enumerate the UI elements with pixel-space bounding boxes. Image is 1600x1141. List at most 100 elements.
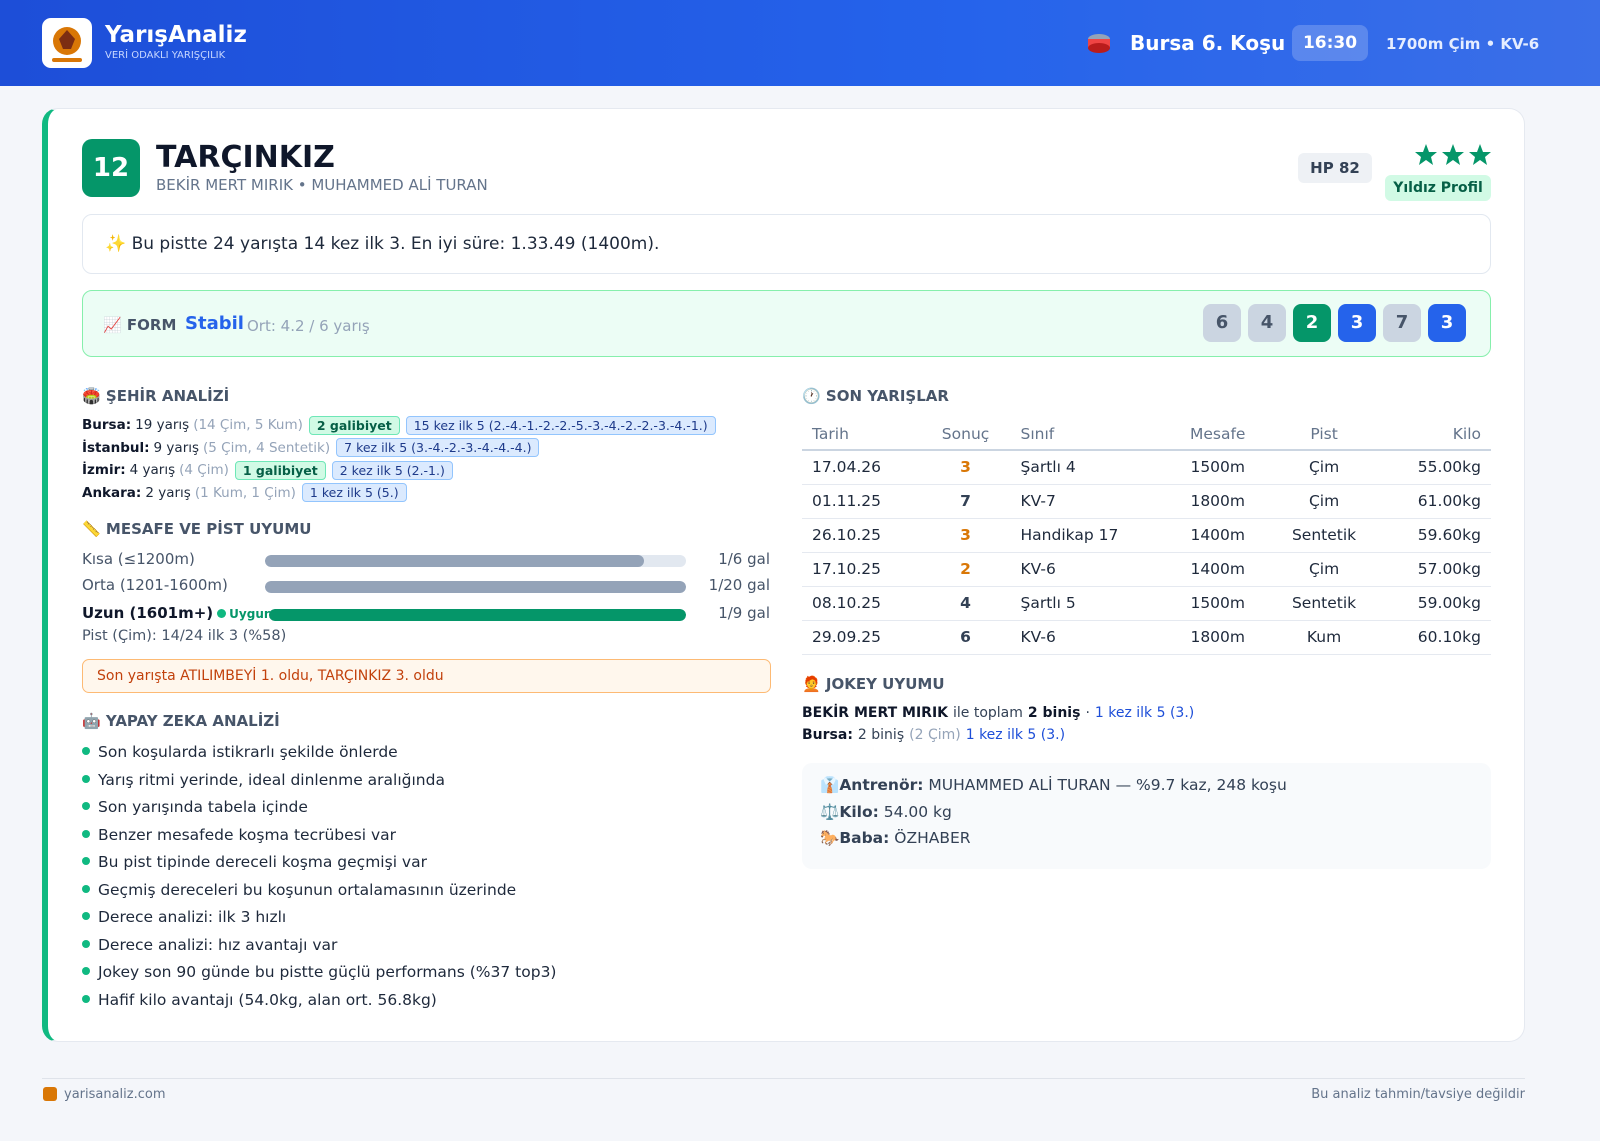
form-result: 6 [1203, 304, 1241, 342]
jockey-line: Bursa: 2 biniş (2 Çim) 1 kez ilk 5 (3.) [802, 727, 1065, 743]
race-cell: Sentetik [1268, 518, 1381, 553]
city-row: Bursa: 19 yarış (14 Çim, 5 Kum) 2 galibiyet… [82, 414, 716, 437]
distance-label-wrap: Uzun (1601m+) Uygun [82, 604, 272, 622]
city-tag: 7 kez ilk 5 (3.-4.-2.-3.-4.-4.-4.) [336, 438, 540, 458]
city-tag: 1 galibiyet [234, 460, 326, 480]
info-value: MUHAMMED ALİ TURAN — %9.7 kaz, 248 koşu [928, 776, 1287, 794]
footer-site: yarisanaliz.com [64, 1087, 166, 1102]
race-cell: Çim [1268, 450, 1381, 485]
ai-item: Son koşularda istikrarlı şekilde önlerde [82, 743, 398, 761]
city-name: İzmir: [82, 462, 126, 479]
form-result: 3 [1428, 304, 1466, 342]
race-cell: 29.09.25 [802, 620, 921, 655]
form-trend: Stabil [185, 313, 244, 334]
section-title: 🤖 YAPAY ZEKA ANALİZİ [82, 712, 280, 730]
race-cell: 59.00kg [1380, 586, 1491, 621]
info-row: ⚖️Kilo: 54.00 kg [820, 803, 1473, 830]
city-row: Ankara: 2 yarış (1 Kum, 1 Çim) 1 kez ilk 5 … [82, 482, 716, 505]
jockey-text: ile toplam [953, 705, 1023, 721]
stars [1415, 144, 1491, 165]
info-icon: ⚖️ [820, 802, 840, 821]
fit-badge: Uygun [217, 607, 272, 621]
race-cell: Kum [1268, 620, 1381, 655]
form-result: 7 [1383, 304, 1421, 342]
race-info: 1700m Çim • KV-6 [1386, 35, 1540, 53]
race-cell: 08.10.25 [802, 586, 921, 621]
race-cell: 55.00kg [1380, 450, 1491, 485]
race-cell: KV-6 [1010, 620, 1168, 655]
race-cell: 7 [920, 484, 1011, 519]
alert: Son yarışta ATILIMBEYİ 1. oldu, TARÇINKI… [82, 659, 771, 693]
race-cell: 1800m [1167, 484, 1268, 519]
info-icon: 👔 [820, 776, 840, 794]
distance-track [265, 555, 686, 567]
tagline: VERİ ODAKLI YARIŞÇILIK [105, 50, 226, 61]
race-cell: 1500m [1167, 586, 1268, 621]
city-tag: 1 kez ilk 5 (5.) [301, 483, 407, 503]
distance-label: Uzun (1601m+) [82, 604, 214, 622]
race-cell: 6 [920, 620, 1011, 655]
distance-track [265, 581, 686, 593]
ai-item: Bu pist tipinde dereceli koşma geçmişi v… [82, 853, 427, 871]
jockey-text: · [1085, 705, 1090, 721]
distance-stat: 1/6 gal [718, 550, 770, 568]
race-cell: 3 [920, 450, 1011, 485]
race-cell: 17.04.26 [802, 450, 921, 485]
connections: BEKİR MERT MIRIK • MUHAMMED ALİ TURAN [156, 176, 488, 194]
race-cell: 1400m [1167, 552, 1268, 587]
city-detail: (1 Kum, 1 Çim) [194, 484, 296, 501]
distance-label: Kısa (≤1200m) [82, 550, 195, 568]
ai-item: Derece analizi: ilk 3 hızlı [82, 908, 286, 926]
race-cell: 1500m [1167, 450, 1268, 485]
distance-stat: 1/9 gal [718, 604, 770, 622]
race-row: 17.04.26 3 Şartlı 4 1500m Çim 55.00kg [802, 450, 1491, 485]
info-label: Baba: [839, 829, 890, 847]
race-cell: 61.00kg [1380, 484, 1491, 519]
footer-logo [43, 1087, 57, 1101]
jockey-text: 2 biniş [1027, 705, 1081, 721]
form-result: 2 [1293, 304, 1331, 342]
race-cell: 57.00kg [1380, 552, 1491, 587]
column-header: Sınıf [1010, 418, 1168, 451]
race-cell: 1400m [1167, 518, 1268, 553]
race-cell: Çim [1268, 484, 1381, 519]
city-tag: 2 kez ilk 5 (2.-1.) [331, 460, 453, 480]
pist-stat: Pist (Çim): 14/24 ilk 3 (%58) [82, 628, 287, 644]
logo [42, 18, 92, 68]
race-cell: KV-7 [1010, 484, 1168, 519]
form-label: 📈 FORM [103, 316, 177, 334]
info-label: Kilo: [839, 802, 879, 821]
city-row: İzmir: 4 yarış (4 Çim) 1 galibiyet 2 kez ilk… [82, 459, 716, 482]
race-row: 29.09.25 6 KV-6 1800m Kum 60.10kg [802, 620, 1491, 655]
column-header: Mesafe [1167, 418, 1268, 451]
race-row: 26.10.25 3 Handikap 17 1400m Sentetik 59.60kg [802, 518, 1491, 553]
form-average: Ort: 4.2 / 6 yarış [247, 317, 370, 335]
section-title: 🧑‍🦰 JOKEY UYUMU [802, 675, 945, 693]
distance-row: Uzun (1601m+) Uygun 1/9 gal [82, 604, 770, 626]
city-detail: (14 Çim, 5 Kum) [193, 417, 303, 434]
race-cell: 60.10kg [1380, 620, 1491, 655]
distance-row: Kısa (≤1200m) 1/6 gal [82, 550, 770, 572]
distance-stat: 1/20 gal [708, 576, 770, 594]
city-name: Ankara: [82, 484, 142, 501]
race-cell: 2 [920, 552, 1011, 587]
profile-badge: Yıldız Profil [1385, 175, 1491, 201]
city-name: Bursa: [82, 417, 132, 434]
race-cell: Şartlı 5 [1010, 586, 1168, 621]
highlight: ✨ Bu pistte 24 yarışta 14 kez ilk 3. En … [82, 214, 1491, 274]
info-row: 🐎Baba: ÖZHABER [820, 829, 1473, 856]
race-cell: 26.10.25 [802, 518, 921, 553]
city-detail: (4 Çim) [179, 462, 229, 479]
city-tag: 15 kez ilk 5 (2.-4.-1.-2.-2.-5.-3.-4.-2.… [405, 415, 716, 435]
race-icon [1088, 34, 1110, 53]
column-header: Sonuç [920, 418, 1011, 451]
distance-track [269, 609, 686, 621]
column-header: Tarih [802, 418, 921, 451]
jockey-text: 1 kez ilk 5 (3.) [1094, 705, 1195, 721]
section-title: 📏 MESAFE VE PİST UYUMU [82, 520, 312, 538]
race-cell: 3 [920, 518, 1011, 553]
jockey-text: (2 Çim) [909, 727, 961, 743]
jockey-text: 2 biniş [857, 727, 905, 743]
ai-item: Hafif kilo avantajı (54.0kg, alan ort. 5… [82, 991, 437, 1009]
